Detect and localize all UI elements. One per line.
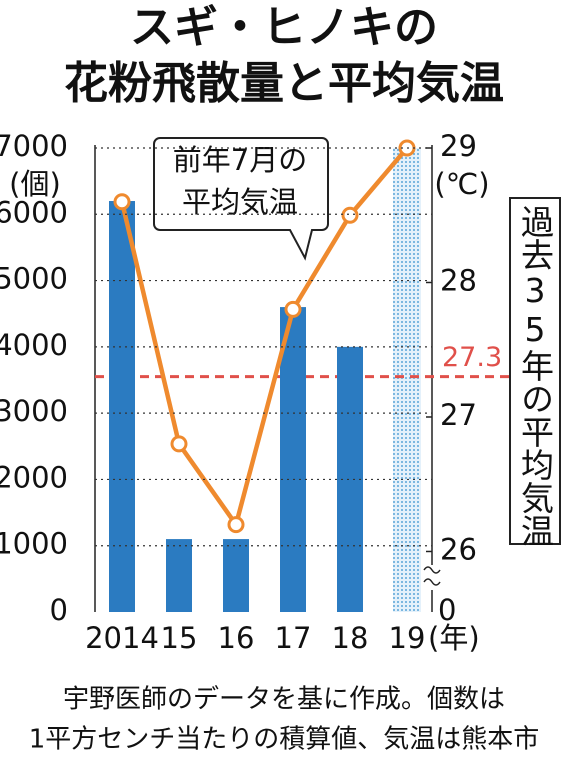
reference-label: 27.3 xyxy=(442,342,502,373)
callout-text: 前年7月の xyxy=(173,143,307,177)
callout-text: 平均気温 xyxy=(182,185,298,219)
y-tick-label: 5000 xyxy=(0,262,68,296)
forecast-bar xyxy=(393,148,421,612)
line-marker xyxy=(284,300,302,318)
line-marker xyxy=(170,435,188,453)
x-tick-label: 2014 xyxy=(85,621,159,655)
footer: 1平方センチ当たりの積算値、気温は熊本市 xyxy=(29,725,540,755)
y2-tick-label: 26 xyxy=(440,532,477,566)
y-tick-label: 1000 xyxy=(0,527,68,561)
line-marker xyxy=(227,516,245,534)
x-tick-label: 19 xyxy=(389,621,426,655)
y-tick-label: 3000 xyxy=(0,394,68,428)
y-tick-label: 6000 xyxy=(0,195,68,229)
y2-unit: (℃) xyxy=(434,167,489,201)
reference-box xyxy=(509,197,561,545)
y2-break-label: 0 xyxy=(438,593,456,627)
y2-tick-label: 29 xyxy=(440,129,477,163)
y-unit: (個) xyxy=(9,167,61,201)
line-marker xyxy=(341,206,359,224)
x-tick-label: 18 xyxy=(332,621,369,655)
y-tick-label: 7000 xyxy=(0,129,68,163)
bar xyxy=(166,539,192,612)
title: 花粉飛散量と平均気温 xyxy=(64,58,504,109)
line-marker xyxy=(113,193,131,211)
y2-tick-label: 27 xyxy=(440,398,477,432)
y2-tick-label: 28 xyxy=(440,263,477,297)
x-tick-label: 15 xyxy=(161,621,198,655)
footer: 宇野医師のデータを基に作成。個数は xyxy=(63,685,505,715)
bar xyxy=(280,307,306,612)
x-unit: (年) xyxy=(428,621,480,655)
title: スギ・ヒノキの xyxy=(130,2,438,53)
axis-break xyxy=(423,566,441,586)
reference-text: 過去35年の平均気温 xyxy=(516,205,555,547)
callout-box xyxy=(153,137,329,261)
y-tick-label: 2000 xyxy=(0,460,68,494)
callout: 前年7月の 平均気温 xyxy=(153,137,329,261)
line xyxy=(119,146,409,530)
x-tick-label: 16 xyxy=(218,621,255,655)
x-tick-label: 17 xyxy=(275,621,312,655)
y-tick-label: 4000 xyxy=(0,328,68,362)
bar xyxy=(223,539,249,612)
y-tick-label: 0 xyxy=(50,593,68,627)
bar xyxy=(109,201,135,612)
